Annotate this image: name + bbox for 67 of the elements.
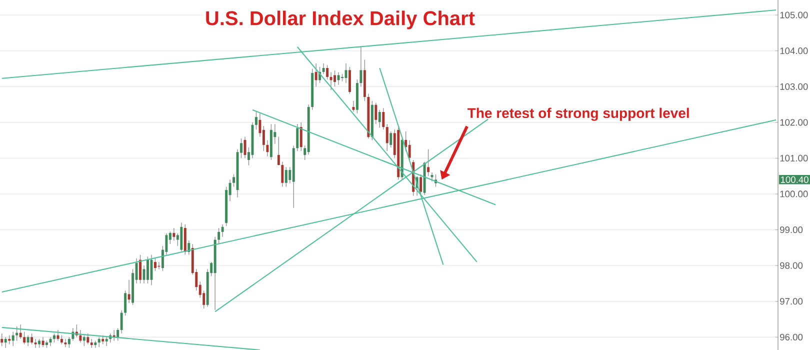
candlestick bbox=[172, 228, 176, 241]
candlestick bbox=[146, 256, 149, 284]
candlestick bbox=[427, 148, 430, 176]
y-tick-label: 105.00 bbox=[780, 12, 808, 18]
candlestick bbox=[154, 258, 156, 272]
candlestick bbox=[430, 172, 434, 182]
candlestick bbox=[420, 174, 422, 196]
y-tick-label: 100.00 bbox=[780, 190, 808, 198]
candlestick bbox=[218, 228, 220, 244]
candlestick bbox=[386, 124, 388, 152]
candlestick bbox=[348, 66, 351, 94]
candlestick bbox=[72, 328, 74, 342]
y-tick-label: 102.00 bbox=[780, 119, 808, 126]
candlestick bbox=[98, 336, 100, 348]
candlestick bbox=[300, 122, 302, 152]
candlestick bbox=[79, 330, 82, 343]
candlestick bbox=[334, 70, 336, 87]
y-tick-label: 104.00 bbox=[780, 48, 808, 54]
annotation: The retest of strong support level bbox=[468, 108, 689, 121]
candlestick bbox=[378, 110, 381, 128]
candlestick bbox=[30, 333, 34, 345]
candlestick bbox=[23, 331, 26, 345]
candlestick bbox=[221, 224, 224, 238]
candlestick bbox=[314, 63, 318, 87]
candlestick bbox=[184, 224, 186, 256]
candlestick bbox=[180, 222, 183, 252]
text: 100.40 bbox=[780, 176, 808, 183]
chart-title: U.S. Dollar Index Daily Chart bbox=[206, 10, 475, 30]
candlestick bbox=[139, 254, 142, 284]
candlestick bbox=[56, 330, 60, 342]
candlestick bbox=[86, 333, 90, 345]
y-tick-label: 103.00 bbox=[780, 83, 808, 90]
candlestick bbox=[296, 124, 299, 152]
candlestick bbox=[16, 326, 18, 342]
candlestick bbox=[360, 46, 362, 87]
y-tick-label: 98.00 bbox=[780, 262, 803, 269]
candlestick bbox=[330, 72, 332, 91]
candlestick bbox=[277, 136, 280, 166]
candlestick bbox=[352, 100, 355, 112]
candlestick bbox=[322, 63, 325, 74]
candlestick bbox=[0, 333, 4, 346]
candlestick bbox=[390, 131, 392, 148]
y-tick-label: 99.00 bbox=[780, 226, 803, 234]
candlestick bbox=[4, 336, 7, 348]
candlestick bbox=[128, 280, 130, 304]
y-tick-label: 101.00 bbox=[780, 154, 808, 162]
candlestick bbox=[64, 338, 67, 348]
candlestick bbox=[408, 140, 411, 160]
candlestick bbox=[374, 102, 378, 125]
candlestick bbox=[120, 310, 123, 334]
candlestick bbox=[82, 334, 86, 346]
candlestick bbox=[382, 108, 385, 130]
candlestick bbox=[188, 240, 190, 256]
candlestick bbox=[284, 166, 288, 188]
y-tick-label: 97.00 bbox=[780, 298, 803, 305]
candlestick bbox=[266, 140, 269, 157]
candlestick bbox=[12, 331, 14, 346]
candlestick bbox=[34, 338, 37, 348]
candlestick bbox=[124, 290, 127, 316]
candlestick bbox=[68, 336, 70, 348]
candlestick bbox=[326, 64, 329, 80]
candlestick bbox=[254, 111, 258, 130]
candlestick bbox=[281, 161, 284, 188]
candlestick bbox=[116, 328, 120, 342]
y-tick-label: 96.00 bbox=[780, 334, 803, 340]
candlestick bbox=[19, 324, 22, 340]
candlestick bbox=[26, 334, 30, 346]
